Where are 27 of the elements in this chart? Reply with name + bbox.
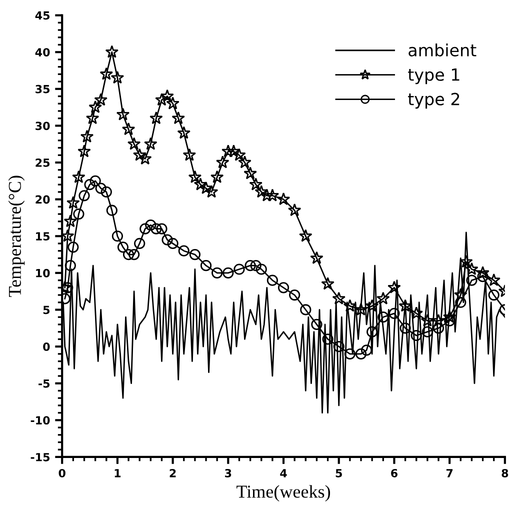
y-tick-label: 25 [36,158,50,167]
x-tick-label: 0 [58,468,66,478]
x-tick-label: 5 [336,469,342,478]
x-tick-label: 6 [391,468,398,478]
y-tick-label: -10 [30,416,50,425]
legend-label: type 1 [408,68,460,84]
y-tick-label: -5 [38,379,50,388]
y-tick-label: 15 [36,232,50,241]
y-tick-label: -15 [30,453,50,462]
legend-label: type 2 [408,92,460,109]
x-tick-label: 1 [114,469,121,478]
x-tick-label: 2 [170,468,176,478]
y-tick-label: 40 [35,48,50,56]
x-axis-title: Time(weeks) [236,485,330,502]
y-axis-title: Temperature(°C) [8,176,25,297]
legend-label: ambient [408,44,476,56]
x-tick-label: 4 [280,469,287,478]
y-tick-label: 45 [35,11,50,20]
y-tick-label: 35 [36,84,50,94]
y-tick-label: 30 [36,122,50,130]
x-tick-label: 3 [225,468,232,478]
x-tick-label: 8 [502,468,508,478]
x-tick-label: 7 [446,469,453,478]
y-tick-label: 5 [43,306,50,314]
y-tick-label: 20 [36,195,50,204]
y-tick-label: 10 [36,268,50,278]
y-tick-label: 0 [43,342,50,351]
